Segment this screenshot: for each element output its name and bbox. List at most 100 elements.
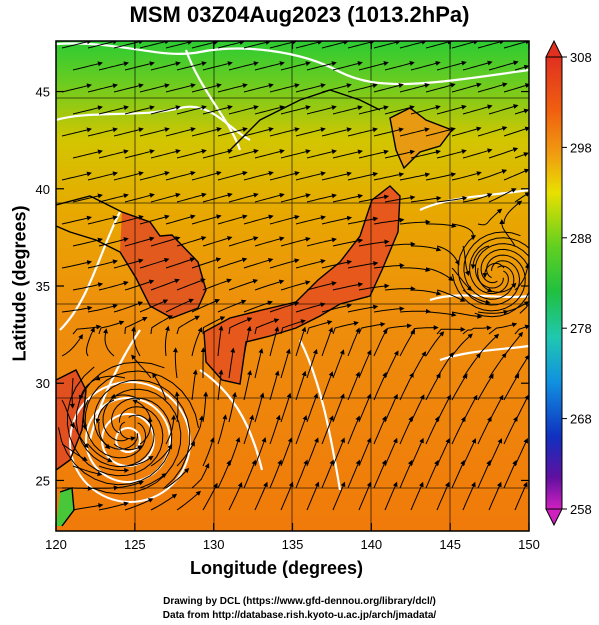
streamline-arrow [514, 481, 528, 511]
streamline-arrow [514, 192, 529, 203]
streamline-arrow [321, 371, 334, 401]
y-tick-label: 30 [36, 376, 50, 391]
x-tick-label: 140 [360, 537, 382, 552]
streamline-arrow [347, 327, 361, 357]
vortex-streamline [474, 248, 529, 318]
streamline-arrow [139, 41, 170, 49]
streamline-arrow [332, 105, 363, 115]
streamline-arrow [98, 280, 129, 291]
streamline-arrow [358, 61, 389, 71]
streamline-arrow [131, 326, 141, 357]
streamline-arrow [306, 348, 318, 379]
streamline-arrow [113, 480, 145, 489]
streamline-arrow [280, 61, 311, 71]
streamline-arrow [61, 127, 92, 137]
streamline-arrow [139, 299, 169, 313]
streamline-arrow [347, 41, 375, 49]
streamline-arrow [61, 260, 93, 269]
streamline-arrow [306, 281, 337, 291]
colorbar-tick-label: 258 [570, 502, 592, 517]
streamline-arrow [321, 41, 349, 49]
streamline-arrow [254, 348, 264, 379]
streamline-arrow [436, 481, 450, 511]
streamline-arrow [150, 105, 181, 115]
streamline-arrow [399, 415, 413, 445]
streamline-arrow [436, 149, 467, 159]
streamline-arrow [332, 61, 363, 71]
streamline-arrow [425, 82, 456, 93]
streamline-arrow [321, 327, 334, 357]
credit-data: Data from http://database.rish.kyoto-u.a… [162, 610, 437, 621]
streamline-arrow [243, 459, 257, 489]
streamline-arrow [503, 41, 529, 49]
streamline-arrow [399, 267, 431, 272]
streamline-arrow [150, 236, 181, 247]
streamline-arrow [202, 105, 233, 115]
y-axis-title: Latitude (degrees) [9, 205, 30, 362]
streamline-arrow [228, 192, 259, 203]
streamline-arrow [373, 262, 405, 269]
streamline-arrow [280, 481, 294, 511]
streamline-arrow [202, 236, 233, 247]
streamline-arrow [499, 219, 516, 247]
streamline-arrow [269, 171, 300, 181]
streamline-arrow [87, 83, 118, 93]
streamline-arrow [462, 481, 476, 511]
streamline-arrow [347, 127, 378, 137]
streamline-arrow [306, 193, 337, 203]
streamline-arrow [477, 309, 509, 315]
streamline-arrow [514, 64, 529, 71]
streamline-arrow [176, 105, 207, 115]
japan-land [204, 186, 400, 384]
streamline-arrow [451, 41, 479, 49]
streamline-arrow [176, 278, 206, 291]
streamline-arrow [176, 315, 200, 335]
streamline-arrow [191, 299, 221, 313]
streamline-arrow [462, 325, 492, 335]
streamline-arrow [295, 171, 326, 181]
streamline-arrow [373, 217, 405, 225]
streamline-arrow [306, 481, 320, 511]
streamline-arrow [191, 326, 203, 357]
streamline-arrow [191, 462, 210, 489]
streamline-arrow [98, 237, 129, 247]
streamline-arrow [384, 286, 416, 292]
streamline-arrow [410, 481, 424, 511]
streamline-arrow [243, 257, 274, 269]
streamline-arrow [503, 331, 524, 357]
x-tick-label: 125 [124, 537, 146, 552]
streamline-arrow [228, 391, 237, 423]
streamline-arrow [98, 320, 125, 335]
streamline-arrow [358, 321, 386, 335]
streamline-arrow [426, 223, 457, 229]
streamline-arrow [358, 349, 372, 379]
streamline-arrow [124, 498, 154, 511]
streamline-arrow [269, 258, 300, 269]
streamline-arrow [243, 369, 252, 401]
streamline-arrow [358, 149, 389, 159]
streamline-arrow [295, 370, 307, 401]
streamline-arrow [165, 41, 193, 49]
streamline-arrow [87, 41, 118, 49]
streamline-arrow [94, 375, 126, 381]
streamline-arrow [243, 83, 274, 93]
streamline-arrow [347, 216, 379, 225]
streamline-arrow [295, 41, 323, 49]
streamline-arrow [514, 324, 529, 335]
streamline-arrow [462, 148, 493, 159]
streamline-arrow [384, 149, 416, 159]
streamline-arrow [477, 208, 503, 226]
streamline-arrow [477, 169, 508, 181]
streamline-arrow [176, 441, 195, 467]
streamline-arrow [72, 503, 104, 511]
streamline-arrow [488, 147, 519, 159]
map-title: MSM 03Z04Aug2023 (1013.2hPa) [129, 2, 470, 27]
y-tick-label: 25 [36, 473, 50, 488]
vortex-streamline [469, 237, 529, 295]
streamline-arrow [150, 444, 173, 467]
streamline-arrow [217, 257, 248, 269]
streamline-arrow [254, 236, 285, 247]
streamline-arrow [482, 262, 505, 279]
streamline-arrow [87, 171, 118, 181]
